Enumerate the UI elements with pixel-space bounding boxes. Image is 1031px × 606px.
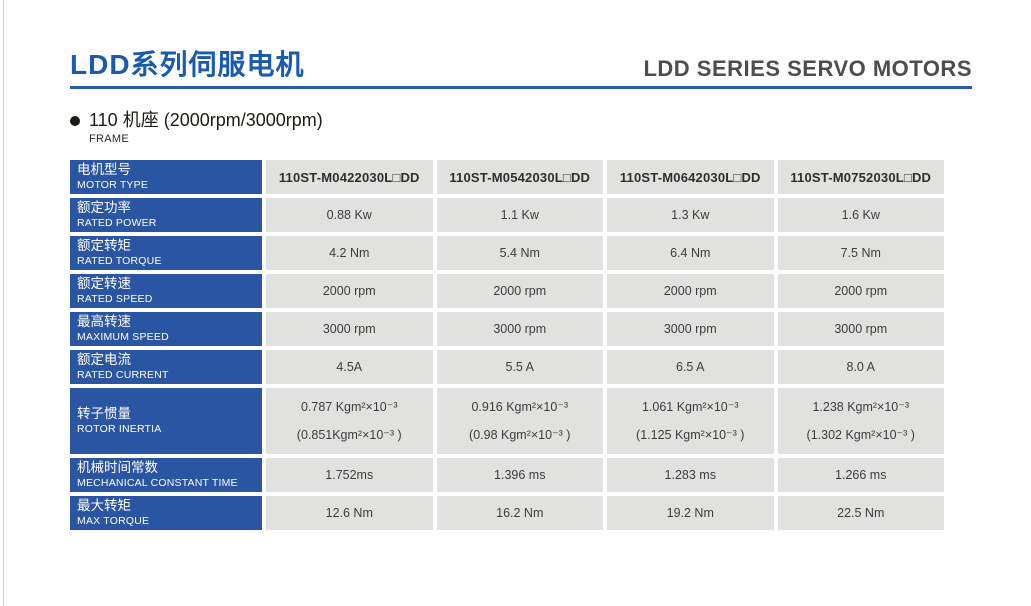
row-label-en: MAXIMUM SPEED — [77, 331, 169, 344]
value-cell: 19.2 Nm — [607, 496, 774, 531]
row-label-en: RATED TORQUE — [77, 255, 162, 268]
table-row-rotor-inertia: 转子惯量 ROTOR INERTIA 0.787 Kgm²×10⁻³ (0.85… — [70, 388, 944, 455]
value-cell: 1.1 Kw — [436, 198, 603, 233]
row-label: 转子惯量 ROTOR INERTIA — [70, 388, 262, 455]
row-label: 电机型号 MOTOR TYPE — [70, 160, 262, 195]
value-cell: 5.5 A — [436, 350, 603, 385]
row-label-cn: 最高转速 — [77, 314, 131, 330]
title-chinese: LDD系列伺服电机 — [70, 49, 305, 80]
value-cell: 110ST-M0542030L□DD — [436, 160, 603, 195]
value-cell: 3000 rpm — [266, 312, 433, 347]
section-subtitle: FRAME — [89, 133, 129, 146]
value-cell: 22.5 Nm — [777, 496, 944, 531]
row-label-cn: 转子惯量 — [77, 406, 131, 422]
value-cell: 1.396 ms — [436, 458, 603, 493]
value-cell: 4.2 Nm — [266, 236, 433, 271]
row-label-cn: 额定转速 — [77, 276, 131, 292]
bullet-icon — [70, 115, 80, 126]
row-label-cn: 额定电流 — [77, 352, 131, 368]
value-cell: 5.4 Nm — [436, 236, 603, 271]
value-cell: 1.266 ms — [777, 458, 944, 493]
value-cell: 2000 rpm — [607, 274, 774, 309]
value-cell: 0.88 Kw — [266, 198, 433, 233]
row-label-en: RATED SPEED — [77, 293, 153, 306]
row-label: 额定转矩 RATED TORQUE — [70, 236, 262, 271]
table-row-mechanical-constant-time: 机械时间常数 MECHANICAL CONSTANT TIME 1.752ms … — [70, 458, 944, 493]
row-label-cn: 电机型号 — [77, 162, 131, 178]
row-label: 额定转速 RATED SPEED — [70, 274, 262, 309]
table-row-maximum-speed: 最高转速 MAXIMUM SPEED 3000 rpm 3000 rpm 300… — [70, 312, 944, 347]
table-row-rated-power: 额定功率 RATED POWER 0.88 Kw 1.1 Kw 1.3 Kw 1… — [70, 198, 944, 233]
row-label-en: RATED POWER — [77, 217, 157, 230]
table-row-rated-current: 额定电流 RATED CURRENT 4.5A 5.5 A 6.5 A 8.0 … — [70, 350, 944, 385]
value-cell: 2000 rpm — [436, 274, 603, 309]
value-cell: 0.787 Kgm²×10⁻³ (0.851Kgm²×10⁻³ ) — [266, 388, 433, 455]
row-label-cn: 额定转矩 — [77, 238, 131, 254]
value-cell: 6.4 Nm — [607, 236, 774, 271]
value-cell: 3000 rpm — [777, 312, 944, 347]
row-label-en: MECHANICAL CONSTANT TIME — [77, 477, 238, 490]
value-cell: 110ST-M0642030L□DD — [607, 160, 774, 195]
spec-table: 电机型号 MOTOR TYPE 110ST-M0422030L□DD 110ST… — [70, 160, 944, 531]
section-title: 110 机座 (2000rpm/3000rpm) — [89, 109, 323, 130]
row-label-en: ROTOR INERTIA — [77, 423, 162, 436]
value-cell: 2000 rpm — [266, 274, 433, 309]
row-label: 额定功率 RATED POWER — [70, 198, 262, 233]
section-text: 110 机座 (2000rpm/3000rpm) FRAME — [89, 110, 323, 146]
value-cell: 110ST-M0422030L□DD — [266, 160, 433, 195]
value-cell: 3000 rpm — [607, 312, 774, 347]
value-cell: 6.5 A — [607, 350, 774, 385]
value-cell: 1.752ms — [266, 458, 433, 493]
row-label: 最高转速 MAXIMUM SPEED — [70, 312, 262, 347]
value-cell: 1.283 ms — [607, 458, 774, 493]
table-row-motor-type: 电机型号 MOTOR TYPE 110ST-M0422030L□DD 110ST… — [70, 160, 944, 195]
value-cell: 1.6 Kw — [777, 198, 944, 233]
row-label: 额定电流 RATED CURRENT — [70, 350, 262, 385]
page-header: LDD系列伺服电机 LDD SERIES SERVO MOTORS — [70, 49, 972, 89]
value-cell: 8.0 A — [777, 350, 944, 385]
value-cell: 16.2 Nm — [436, 496, 603, 531]
value-cell: 7.5 Nm — [777, 236, 944, 271]
row-label: 机械时间常数 MECHANICAL CONSTANT TIME — [70, 458, 262, 493]
row-label-en: RATED CURRENT — [77, 369, 169, 382]
value-cell: 1.3 Kw — [607, 198, 774, 233]
value-cell: 12.6 Nm — [266, 496, 433, 531]
table-row-max-torque: 最大转矩 MAX TORQUE 12.6 Nm 16.2 Nm 19.2 Nm … — [70, 496, 944, 531]
row-label-cn: 额定功率 — [77, 200, 131, 216]
row-label-cn: 机械时间常数 — [77, 460, 158, 476]
left-edge-rule — [3, 0, 4, 606]
value-cell: 110ST-M0752030L□DD — [777, 160, 944, 195]
page-content: LDD系列伺服电机 LDD SERIES SERVO MOTORS 110 机座… — [70, 49, 972, 534]
row-label-en: MAX TORQUE — [77, 515, 150, 528]
section-header: 110 机座 (2000rpm/3000rpm) FRAME — [70, 110, 972, 146]
value-cell: 4.5A — [266, 350, 433, 385]
row-label-cn: 最大转矩 — [77, 498, 131, 514]
row-label-en: MOTOR TYPE — [77, 179, 149, 192]
title-english: LDD SERIES SERVO MOTORS — [643, 55, 972, 81]
row-label: 最大转矩 MAX TORQUE — [70, 496, 262, 531]
table-row-rated-torque: 额定转矩 RATED TORQUE 4.2 Nm 5.4 Nm 6.4 Nm 7… — [70, 236, 944, 271]
value-cell: 2000 rpm — [777, 274, 944, 309]
table-row-rated-speed: 额定转速 RATED SPEED 2000 rpm 2000 rpm 2000 … — [70, 274, 944, 309]
value-cell: 1.061 Kgm²×10⁻³ (1.125 Kgm²×10⁻³ ) — [607, 388, 774, 455]
value-cell: 1.238 Kgm²×10⁻³ (1.302 Kgm²×10⁻³ ) — [777, 388, 944, 455]
value-cell: 3000 rpm — [436, 312, 603, 347]
value-cell: 0.916 Kgm²×10⁻³ (0.98 Kgm²×10⁻³ ) — [436, 388, 603, 455]
